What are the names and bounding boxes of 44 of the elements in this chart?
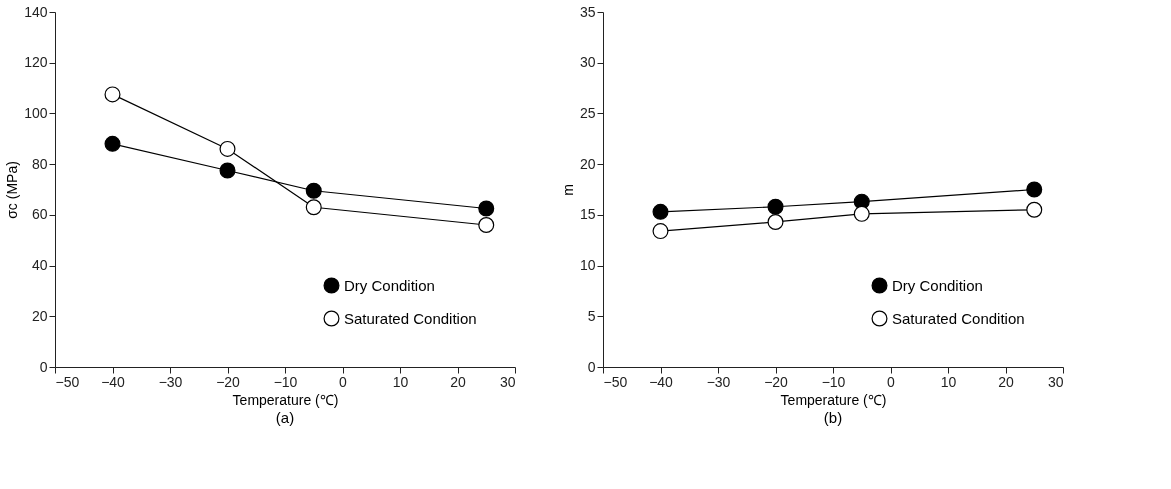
y-tick-label: 35 bbox=[579, 3, 596, 20]
y-tick-label: 20 bbox=[579, 155, 596, 172]
y-tick-label: 15 bbox=[579, 206, 596, 223]
x-tick-label: 20 bbox=[998, 373, 1014, 390]
y-tick-label: 25 bbox=[579, 104, 596, 121]
legend-label: Saturated Condition bbox=[344, 309, 477, 327]
y-tick-label: 40 bbox=[31, 257, 48, 274]
x-tick-label: −20 bbox=[764, 373, 789, 390]
y-axis-title: σc (MPa) bbox=[4, 161, 21, 219]
x-tick-label: −20 bbox=[216, 373, 241, 390]
y-tick-label: 80 bbox=[31, 155, 48, 172]
x-tick-label: −40 bbox=[101, 373, 126, 390]
x-tick-label: −30 bbox=[706, 373, 731, 390]
legend-label: Dry Condition bbox=[892, 276, 983, 294]
x-tick-label: 30 bbox=[1047, 373, 1064, 390]
text: (a) bbox=[275, 409, 295, 426]
x-tick-label: 0 bbox=[339, 373, 348, 390]
x-axis-title: Temperature (℃) bbox=[780, 391, 887, 408]
text: (b) bbox=[823, 409, 843, 426]
legend-label: Dry Condition bbox=[344, 276, 435, 294]
y-tick-label: 0 bbox=[39, 358, 48, 375]
x-tick-label: −10 bbox=[273, 373, 298, 390]
y-tick-label: 120 bbox=[24, 54, 48, 71]
x-tick-label: 10 bbox=[392, 373, 409, 390]
y-tick-label: 60 bbox=[31, 206, 48, 223]
y-tick-label: 10 bbox=[579, 257, 596, 274]
x-tick-label: 20 bbox=[450, 373, 466, 390]
x-tick-label: −50 bbox=[55, 373, 80, 390]
y-tick-label: 5 bbox=[587, 307, 596, 324]
y-tick-label: 30 bbox=[579, 54, 596, 71]
y-axis-title: m bbox=[559, 184, 576, 196]
x-tick-label: −10 bbox=[821, 373, 846, 390]
y-tick-label: 100 bbox=[24, 104, 48, 121]
y-tick-label: 140 bbox=[24, 3, 48, 20]
x-tick-label: −40 bbox=[649, 373, 674, 390]
x-axis-title: Temperature (℃) bbox=[232, 391, 339, 408]
y-tick-label: 20 bbox=[31, 307, 48, 324]
y-tick-label: 0 bbox=[587, 358, 596, 375]
legend-label: Saturated Condition bbox=[892, 309, 1025, 327]
x-tick-label: 10 bbox=[940, 373, 957, 390]
x-tick-label: −50 bbox=[603, 373, 628, 390]
x-tick-label: 30 bbox=[499, 373, 516, 390]
x-tick-label: −30 bbox=[158, 373, 183, 390]
x-tick-label: 0 bbox=[887, 373, 896, 390]
